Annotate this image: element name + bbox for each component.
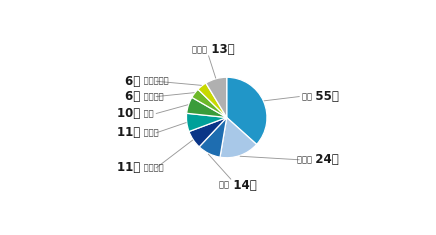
Wedge shape (189, 118, 227, 147)
Wedge shape (187, 113, 227, 132)
Wedge shape (198, 83, 227, 118)
Wedge shape (220, 118, 257, 158)
Text: 11社: 11社 (116, 126, 142, 139)
Text: 10社: 10社 (116, 107, 142, 120)
Text: 24社: 24社 (313, 153, 339, 166)
Wedge shape (187, 97, 227, 118)
Text: タイ: タイ (219, 181, 231, 190)
Text: イタリア: イタリア (142, 92, 164, 101)
Text: インド: インド (296, 155, 313, 164)
Text: 米国: 米国 (142, 109, 154, 118)
Text: ブラジル: ブラジル (142, 163, 164, 172)
Text: 11社: 11社 (116, 161, 142, 174)
Text: 13社: 13社 (208, 43, 234, 56)
Text: その他: その他 (192, 45, 208, 54)
Text: トルコ: トルコ (142, 128, 159, 137)
Text: ポーランド: ポーランド (142, 77, 169, 86)
Wedge shape (199, 118, 227, 157)
Wedge shape (227, 77, 267, 145)
Text: 14社: 14社 (231, 179, 256, 192)
Text: 6社: 6社 (125, 75, 142, 88)
Text: 55社: 55社 (313, 90, 339, 103)
Text: 6社: 6社 (125, 90, 142, 103)
Wedge shape (192, 89, 227, 118)
Wedge shape (206, 77, 227, 118)
Text: 中国: 中国 (302, 92, 313, 101)
